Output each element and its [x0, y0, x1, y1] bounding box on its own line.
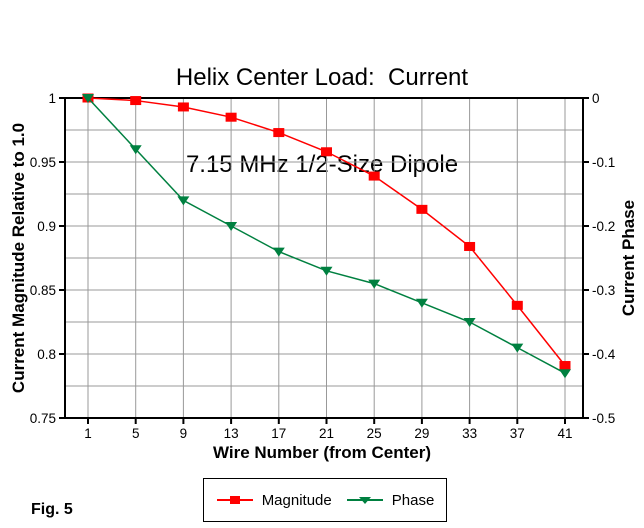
phase-data-point-marker [415, 298, 428, 308]
magnitude-data-point-marker [464, 241, 476, 251]
x-axis-tick-label: 21 [319, 426, 334, 441]
left-axis-label: Current Magnitude Relative to 1.0 [9, 122, 28, 394]
phase-data-point-marker [320, 266, 333, 276]
legend-swatch-magnitude-icon [216, 496, 253, 504]
left-axis-tick-label: 0.75 [30, 411, 56, 426]
magnitude-data-point-marker [511, 300, 523, 310]
x-axis-tick-label: 41 [557, 426, 572, 441]
legend-label-magnitude: Magnitude [261, 491, 332, 509]
legend-swatch-phase-icon [346, 497, 383, 504]
x-axis-tick-label: 29 [414, 426, 429, 441]
x-axis-tick-label: 13 [224, 426, 239, 441]
magnitude-data-point-marker [225, 112, 237, 122]
phase-data-point-marker [511, 343, 524, 353]
x-axis-label: Wire Number (from Center) [212, 443, 432, 462]
magnitude-data-point-marker [130, 96, 142, 106]
left-axis-tick-label: 0.85 [30, 283, 56, 298]
right-axis-tick-label: -0.2 [592, 219, 615, 234]
right-axis-tick-label: -0.1 [592, 155, 615, 170]
legend-item-phase: Phase [346, 491, 435, 509]
phase-data-point-marker [177, 196, 190, 206]
right-axis-tick-label: -0.5 [592, 411, 615, 426]
phase-data-point-marker [368, 279, 381, 289]
figure-caption: Fig. 5 [31, 501, 73, 518]
phase-data-point-marker [272, 247, 285, 257]
legend: Magnitude Phase [203, 478, 447, 522]
magnitude-data-point-marker [321, 147, 332, 157]
x-axis-tick-label: 5 [132, 426, 140, 441]
x-axis-tick-label: 1 [84, 426, 92, 441]
left-axis-tick-label: 0.95 [30, 155, 56, 170]
chart-title-line1: Helix Center Load: Current [175, 64, 469, 91]
right-axis-tick-label: -0.3 [592, 283, 615, 298]
left-axis-tick-label: 1 [48, 91, 56, 106]
phase-data-point-marker [559, 369, 571, 379]
right-axis-label: Current Phase [619, 199, 638, 317]
magnitude-data-point-marker [559, 361, 571, 371]
left-axis-tick-label: 0.8 [37, 347, 56, 362]
magnitude-data-point-marker [368, 171, 380, 181]
plot-frame [64, 97, 584, 419]
chart-title: Helix Center Load: Current 7.15 MHz 1/2-… [0, 5, 644, 237]
x-axis-tick-label: 33 [462, 426, 477, 441]
x-axis-tick-label: 37 [510, 426, 525, 441]
x-axis-tick-label: 9 [180, 426, 188, 441]
phase-data-point-marker [225, 222, 238, 231]
magnitude-data-point-marker [177, 102, 189, 112]
chart-title-line2: 7.15 MHz 1/2-Size Dipole [185, 151, 459, 178]
phase-data-point-marker [129, 145, 142, 155]
magnitude-data-point-marker [416, 204, 428, 214]
right-axis-tick-label: -0.4 [592, 347, 616, 362]
left-axis-tick-label: 0.9 [37, 219, 56, 234]
right-axis-tick-label: 0 [592, 91, 600, 106]
phase-data-point-marker [82, 94, 94, 103]
phase-data-point-marker [463, 318, 476, 327]
x-axis-tick-label: 17 [271, 426, 286, 441]
x-axis-tick-label: 25 [367, 426, 382, 441]
legend-label-phase: Phase [391, 491, 435, 509]
magnitude-data-point-marker [273, 128, 285, 138]
legend-item-magnitude: Magnitude [216, 492, 332, 509]
